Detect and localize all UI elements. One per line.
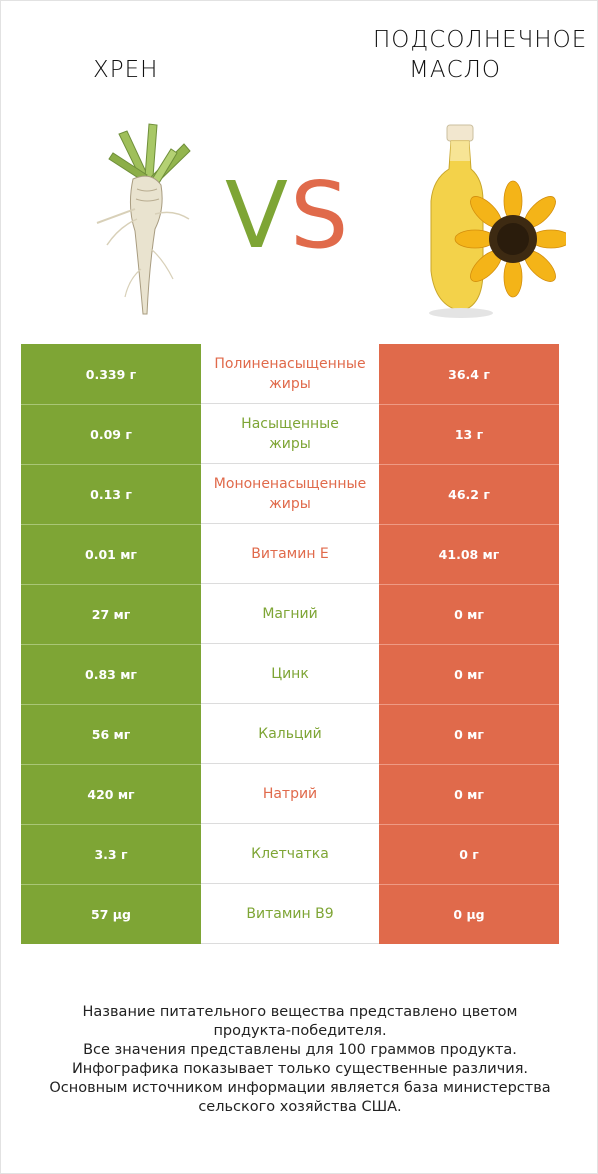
nutrient-label: Витамин E [201, 524, 379, 584]
right-value: 36.4 г [379, 344, 559, 404]
vs-label: VS [225, 161, 350, 271]
right-value: 46.2 г [379, 464, 559, 524]
nutrient-label-line1: Насыщенные [241, 415, 339, 432]
right-value: 0 мг [379, 764, 559, 824]
nutrient-label-line1: Цинк [271, 665, 309, 682]
nutrient-label: Мононенасыщенные жиры [201, 464, 379, 524]
table-row: 0.09 г Насыщенные жиры 13 г [21, 404, 559, 464]
table-row: 0.339 г Полиненасыщенные жиры 36.4 г [21, 344, 559, 404]
right-value: 0 г [379, 824, 559, 884]
left-value: 0.01 мг [21, 524, 201, 584]
nutrient-label: Кальций [201, 704, 379, 764]
nutrient-label-line1: Полиненасыщенные [214, 355, 366, 372]
left-value: 56 мг [21, 704, 201, 764]
vs-letter-v: V [225, 162, 290, 269]
sunflower-oil-bottle-image [429, 124, 566, 318]
horseradish-root-image [96, 123, 191, 315]
right-value: 0 мг [379, 644, 559, 704]
left-value: 0.13 г [21, 464, 201, 524]
left-value: 27 мг [21, 584, 201, 644]
footer-line-6: сельского хозяйства США. [198, 1099, 402, 1115]
footer-line-2: продукта-победителя. [213, 1023, 387, 1039]
nutrient-label: Натрий [201, 764, 379, 824]
left-value: 0.83 мг [21, 644, 201, 704]
left-value: 420 мг [21, 764, 201, 824]
nutrient-label-line1: Магний [262, 605, 318, 622]
nutrient-label-line1: Кальций [258, 725, 322, 742]
right-product-title: ПОДСОЛНЕЧНОЕ МАСЛО [373, 25, 587, 85]
nutrient-label: Клетчатка [201, 824, 379, 884]
right-value: 13 г [379, 404, 559, 464]
nutrient-label: Полиненасыщенные жиры [201, 344, 379, 404]
left-value: 0.09 г [21, 404, 201, 464]
footer-line-1: Название питательного вещества представл… [82, 1004, 518, 1020]
left-value: 3.3 г [21, 824, 201, 884]
nutrient-label-line1: Клетчатка [251, 845, 329, 862]
nutrient-label-line2: жиры [269, 375, 311, 392]
nutrient-label-line2: жиры [269, 435, 311, 452]
left-value: 0.339 г [21, 344, 201, 404]
nutrient-label-line1: Натрий [262, 785, 318, 802]
nutrient-label-line1: Витамин B9 [246, 905, 334, 922]
right-product-title-line1: ПОДСОЛНЕЧНОЕ [373, 27, 588, 53]
right-value: 41.08 мг [379, 524, 559, 584]
footer-line-5: Основным источником информации является … [49, 1080, 551, 1096]
right-value: 0 мг [379, 584, 559, 644]
nutrient-label: Цинк [201, 644, 379, 704]
right-value: 0 мг [379, 704, 559, 764]
left-value: 57 µg [21, 884, 201, 944]
nutrient-label-line1: Мононенасыщенные [213, 475, 367, 492]
nutrient-label: Насыщенные жиры [201, 404, 379, 464]
table-row: 0.01 мг Витамин E 41.08 мг [21, 524, 559, 584]
table-row: 57 µg Витамин B9 0 µg [21, 884, 559, 944]
nutrient-label: Витамин B9 [201, 884, 379, 944]
right-value: 0 µg [379, 884, 559, 944]
table-row: 420 мг Натрий 0 мг [21, 764, 559, 824]
table-row: 0.83 мг Цинк 0 мг [21, 644, 559, 704]
footer-line-4: Инфографика показывает только существенн… [71, 1061, 529, 1077]
vs-letter-s: S [289, 162, 351, 269]
table-row: 0.13 г Мононенасыщенные жиры 46.2 г [21, 464, 559, 524]
nutrient-label: Магний [201, 584, 379, 644]
right-product-title-line2: МАСЛО [409, 57, 502, 83]
footer-line-3: Все значения представлены для 100 граммо… [83, 1042, 517, 1058]
table-row: 3.3 г Клетчатка 0 г [21, 824, 559, 884]
footer-note: Название питательного вещества представл… [1, 1003, 597, 1117]
nutrient-label-line2: жиры [269, 495, 311, 512]
table-row: 27 мг Магний 0 мг [21, 584, 559, 644]
nutrient-label-line1: Витамин E [251, 545, 329, 562]
table-row: 56 мг Кальций 0 мг [21, 704, 559, 764]
left-product-title: ХРЕН [93, 57, 159, 83]
